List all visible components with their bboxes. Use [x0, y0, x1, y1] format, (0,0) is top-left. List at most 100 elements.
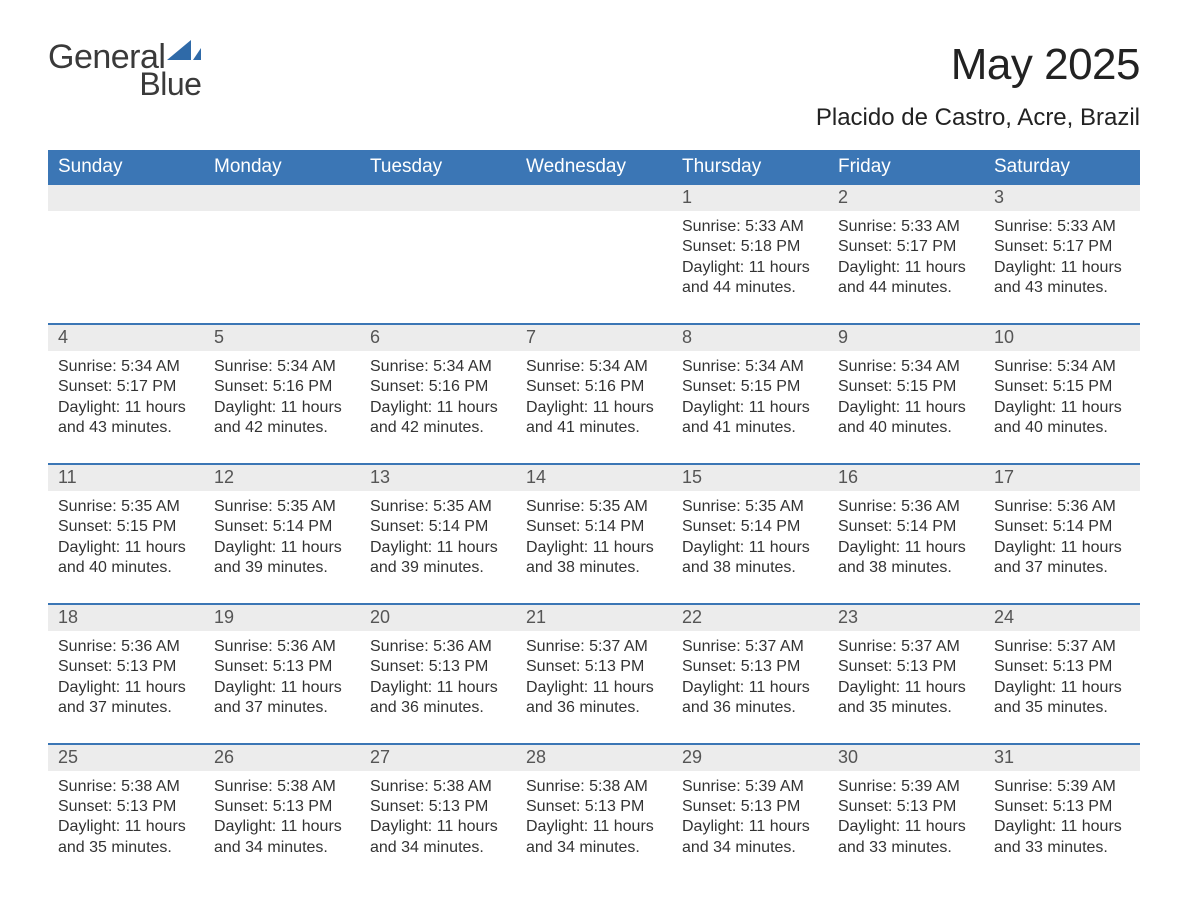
sunset-line: Sunset: 5:14 PM [370, 517, 506, 537]
weekday-label: Friday [828, 150, 984, 185]
day-cell: Sunrise: 5:34 AMSunset: 5:16 PMDaylight:… [204, 351, 360, 463]
sunrise-line: Sunrise: 5:37 AM [838, 637, 974, 657]
sunset-line: Sunset: 5:16 PM [370, 377, 506, 397]
calendar-grid: SundayMondayTuesdayWednesdayThursdayFrid… [48, 150, 1140, 882]
sunrise-line: Sunrise: 5:34 AM [526, 357, 662, 377]
day-number: 2 [828, 185, 984, 211]
day-cell: Sunrise: 5:34 AMSunset: 5:15 PMDaylight:… [672, 351, 828, 463]
sunset-line: Sunset: 5:17 PM [838, 237, 974, 257]
sunrise-line: Sunrise: 5:39 AM [994, 777, 1130, 797]
day-number: 29 [672, 745, 828, 771]
sunrise-line: Sunrise: 5:34 AM [214, 357, 350, 377]
sunset-line: Sunset: 5:15 PM [58, 517, 194, 537]
sunrise-line: Sunrise: 5:35 AM [682, 497, 818, 517]
day-number: 24 [984, 605, 1140, 631]
sunrise-line: Sunrise: 5:36 AM [58, 637, 194, 657]
weekday-header-row: SundayMondayTuesdayWednesdayThursdayFrid… [48, 150, 1140, 185]
day-cell: Sunrise: 5:37 AMSunset: 5:13 PMDaylight:… [984, 631, 1140, 743]
day-cell: Sunrise: 5:33 AMSunset: 5:17 PMDaylight:… [984, 211, 1140, 323]
sunset-line: Sunset: 5:16 PM [526, 377, 662, 397]
day-cell [204, 211, 360, 323]
weekday-label: Monday [204, 150, 360, 185]
sunrise-line: Sunrise: 5:35 AM [214, 497, 350, 517]
sunset-line: Sunset: 5:16 PM [214, 377, 350, 397]
day-cell: Sunrise: 5:39 AMSunset: 5:13 PMDaylight:… [828, 771, 984, 883]
brand-logo: General Blue [48, 40, 201, 100]
day-cell: Sunrise: 5:38 AMSunset: 5:13 PMDaylight:… [204, 771, 360, 883]
sunrise-line: Sunrise: 5:34 AM [838, 357, 974, 377]
weekday-label: Sunday [48, 150, 204, 185]
daylight-line: Daylight: 11 hours and 42 minutes. [370, 398, 506, 439]
day-number: 19 [204, 605, 360, 631]
sunrise-line: Sunrise: 5:34 AM [58, 357, 194, 377]
day-number: 27 [360, 745, 516, 771]
daylight-line: Daylight: 11 hours and 42 minutes. [214, 398, 350, 439]
day-number: 22 [672, 605, 828, 631]
sunset-line: Sunset: 5:13 PM [682, 657, 818, 677]
daylight-line: Daylight: 11 hours and 41 minutes. [682, 398, 818, 439]
sunrise-line: Sunrise: 5:35 AM [58, 497, 194, 517]
day-cell: Sunrise: 5:36 AMSunset: 5:13 PMDaylight:… [204, 631, 360, 743]
daylight-line: Daylight: 11 hours and 34 minutes. [370, 817, 506, 858]
sunrise-line: Sunrise: 5:38 AM [526, 777, 662, 797]
day-number: 12 [204, 465, 360, 491]
sunrise-line: Sunrise: 5:35 AM [526, 497, 662, 517]
day-number: 8 [672, 325, 828, 351]
day-cell: Sunrise: 5:35 AMSunset: 5:14 PMDaylight:… [360, 491, 516, 603]
sunset-line: Sunset: 5:13 PM [58, 657, 194, 677]
day-cell: Sunrise: 5:39 AMSunset: 5:13 PMDaylight:… [984, 771, 1140, 883]
sunset-line: Sunset: 5:13 PM [838, 797, 974, 817]
day-number: 20 [360, 605, 516, 631]
day-cell [516, 211, 672, 323]
sunrise-line: Sunrise: 5:38 AM [58, 777, 194, 797]
daylight-line: Daylight: 11 hours and 43 minutes. [994, 258, 1130, 299]
day-number: 7 [516, 325, 672, 351]
day-number: 18 [48, 605, 204, 631]
calendar-week: 18192021222324Sunrise: 5:36 AMSunset: 5:… [48, 603, 1140, 743]
sunset-line: Sunset: 5:14 PM [682, 517, 818, 537]
weekday-label: Saturday [984, 150, 1140, 185]
sunrise-line: Sunrise: 5:34 AM [682, 357, 818, 377]
sunset-line: Sunset: 5:14 PM [994, 517, 1130, 537]
daylight-line: Daylight: 11 hours and 34 minutes. [682, 817, 818, 858]
day-cell: Sunrise: 5:33 AMSunset: 5:17 PMDaylight:… [828, 211, 984, 323]
day-number: 9 [828, 325, 984, 351]
daylight-line: Daylight: 11 hours and 44 minutes. [838, 258, 974, 299]
day-number: 5 [204, 325, 360, 351]
daylight-line: Daylight: 11 hours and 35 minutes. [58, 817, 194, 858]
day-cell: Sunrise: 5:36 AMSunset: 5:13 PMDaylight:… [48, 631, 204, 743]
sunrise-line: Sunrise: 5:36 AM [370, 637, 506, 657]
sunrise-line: Sunrise: 5:38 AM [370, 777, 506, 797]
day-number: 25 [48, 745, 204, 771]
day-cell: Sunrise: 5:37 AMSunset: 5:13 PMDaylight:… [672, 631, 828, 743]
day-number: 15 [672, 465, 828, 491]
daylight-line: Daylight: 11 hours and 37 minutes. [58, 678, 194, 719]
day-number: 6 [360, 325, 516, 351]
day-cell: Sunrise: 5:35 AMSunset: 5:14 PMDaylight:… [204, 491, 360, 603]
sunrise-line: Sunrise: 5:33 AM [682, 217, 818, 237]
day-number: 16 [828, 465, 984, 491]
sunset-line: Sunset: 5:14 PM [526, 517, 662, 537]
daylight-line: Daylight: 11 hours and 34 minutes. [214, 817, 350, 858]
daylight-line: Daylight: 11 hours and 40 minutes. [58, 538, 194, 579]
day-cell: Sunrise: 5:36 AMSunset: 5:14 PMDaylight:… [828, 491, 984, 603]
day-cell: Sunrise: 5:36 AMSunset: 5:14 PMDaylight:… [984, 491, 1140, 603]
calendar-week: 25262728293031Sunrise: 5:38 AMSunset: 5:… [48, 743, 1140, 883]
daylight-line: Daylight: 11 hours and 38 minutes. [682, 538, 818, 579]
sunset-line: Sunset: 5:17 PM [58, 377, 194, 397]
sunrise-line: Sunrise: 5:36 AM [994, 497, 1130, 517]
day-number [360, 185, 516, 211]
sunrise-line: Sunrise: 5:33 AM [838, 217, 974, 237]
sunset-line: Sunset: 5:13 PM [370, 657, 506, 677]
day-cell: Sunrise: 5:34 AMSunset: 5:17 PMDaylight:… [48, 351, 204, 463]
daylight-line: Daylight: 11 hours and 41 minutes. [526, 398, 662, 439]
daylight-line: Daylight: 11 hours and 40 minutes. [838, 398, 974, 439]
sunrise-line: Sunrise: 5:33 AM [994, 217, 1130, 237]
sunrise-line: Sunrise: 5:34 AM [370, 357, 506, 377]
daylight-line: Daylight: 11 hours and 34 minutes. [526, 817, 662, 858]
daylight-line: Daylight: 11 hours and 35 minutes. [994, 678, 1130, 719]
daylight-line: Daylight: 11 hours and 33 minutes. [838, 817, 974, 858]
day-number: 14 [516, 465, 672, 491]
day-cell: Sunrise: 5:33 AMSunset: 5:18 PMDaylight:… [672, 211, 828, 323]
day-cell: Sunrise: 5:35 AMSunset: 5:14 PMDaylight:… [672, 491, 828, 603]
